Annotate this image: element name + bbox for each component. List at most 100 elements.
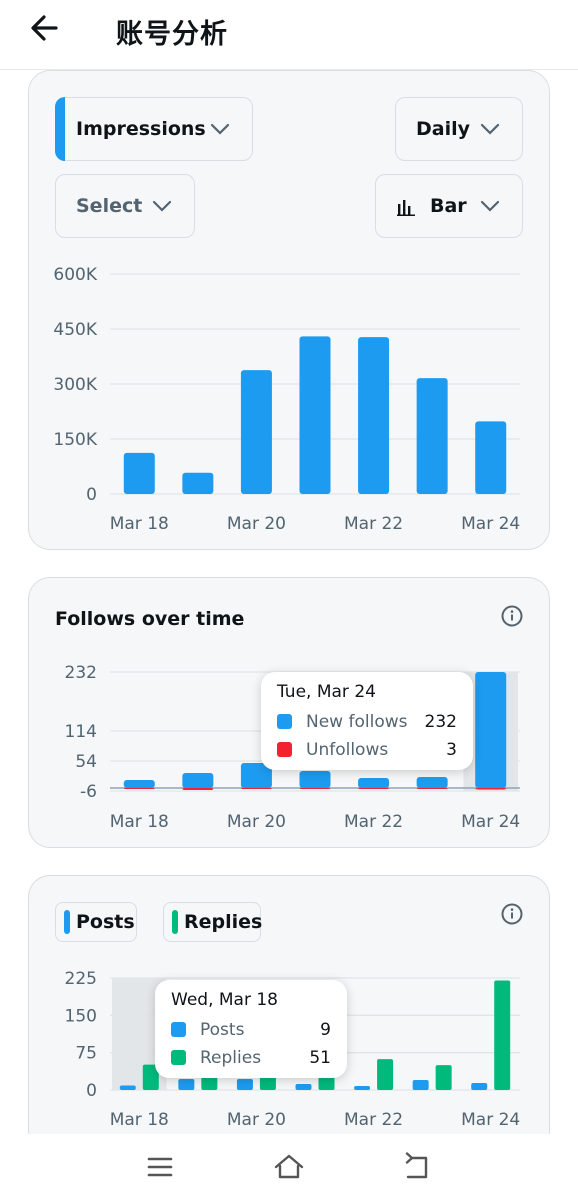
x-tick-label: Mar 20: [227, 812, 286, 832]
posts-tooltip: Wed, Mar 18 Posts 9 Replies 51: [155, 980, 347, 1078]
impressions-chart: 0 150K 300K 450K 600K Mar 18 Mar 20 Mar 22 Mar 2…: [53, 265, 520, 534]
bar-unfollows: [416, 788, 448, 789]
metric-dropdown-label: Impressions: [76, 118, 206, 140]
bar-value: [358, 337, 390, 494]
chevron-down-icon: [480, 200, 500, 212]
follows-card: Follows over time -6 54 114 232 Mar 18 Mar 20…: [28, 577, 550, 848]
y-tick-label: 450K: [53, 320, 97, 340]
x-tick-label: Mar 24: [461, 812, 520, 832]
bar-unfollows: [123, 788, 155, 789]
tooltip-row-unfollows: Unfollows: [277, 740, 457, 760]
period-dropdown[interactable]: Daily: [395, 97, 523, 161]
posts-chip-color: [64, 910, 70, 934]
posts-swatch: [171, 1022, 186, 1037]
bar-value: [123, 452, 155, 494]
select-dropdown-label: Select: [76, 195, 143, 217]
tooltip-label: Posts: [200, 1020, 245, 1040]
bar-unfollows: [475, 788, 507, 790]
bar-new-follows: [416, 777, 448, 788]
new-follows-swatch: [277, 714, 292, 729]
select-dropdown[interactable]: Select: [55, 174, 195, 238]
back-button[interactable]: [26, 10, 66, 46]
bar-new-follows: [123, 780, 155, 788]
metric-accent: [55, 97, 65, 161]
follows-card-title: Follows over time: [55, 608, 245, 630]
bar-unfollows: [358, 788, 390, 789]
y-tick-label: -6: [80, 782, 97, 802]
metric-dropdown[interactable]: Impressions: [55, 97, 253, 161]
tooltip-label: Replies: [200, 1048, 262, 1068]
bar-unfollows: [299, 788, 331, 789]
x-tick-label: Mar 20: [227, 514, 286, 534]
bar-chart-icon: [397, 200, 415, 216]
bar-new-follows: [240, 763, 272, 788]
unfollows-swatch: [277, 742, 292, 757]
x-tick-label: Mar 22: [344, 812, 403, 832]
bar-posts: [412, 1080, 429, 1090]
tooltip-value: 3: [446, 740, 457, 760]
bar-replies: [377, 1059, 394, 1090]
bar-posts: [471, 1083, 488, 1090]
bar-new-follows: [358, 778, 390, 788]
bar-posts: [236, 1079, 253, 1090]
impressions-card: Impressions Daily Select Bar 0 150K 300K 45…: [28, 70, 550, 550]
y-tick-label: 600K: [53, 265, 97, 285]
posts-chip[interactable]: Posts: [55, 902, 137, 942]
y-tick-label: 114: [65, 722, 97, 742]
bar-posts: [178, 1079, 195, 1090]
bar-replies: [494, 980, 511, 1090]
y-tick-label: 0: [86, 485, 97, 505]
tooltip-value: 232: [424, 712, 457, 732]
y-tick-label: 0: [86, 1081, 97, 1101]
replies-swatch: [171, 1050, 186, 1065]
x-tick-label: Mar 22: [344, 514, 403, 534]
bar-unfollows: [240, 788, 272, 789]
y-tick-label: 150K: [53, 430, 97, 450]
y-tick-label: 300K: [53, 375, 97, 395]
bar-new-follows: [182, 773, 214, 788]
info-icon[interactable]: [501, 605, 523, 627]
period-dropdown-label: Daily: [416, 118, 471, 140]
tooltip-row-new-follows: New follows: [277, 712, 457, 732]
page-title: 账号分析: [116, 19, 228, 50]
bar-posts: [295, 1084, 312, 1090]
bar-new-follows: [299, 771, 331, 788]
back-nav-icon[interactable]: [402, 1152, 432, 1182]
x-tick-label: Mar 20: [227, 1110, 286, 1130]
chart-type-dropdown[interactable]: Bar: [375, 174, 523, 238]
tooltip-date: Wed, Mar 18: [171, 990, 278, 1010]
bar-value: [240, 370, 272, 494]
tooltip-value: 9: [320, 1020, 331, 1040]
y-tick-label: 75: [75, 1044, 97, 1064]
x-tick-label: Mar 24: [461, 514, 520, 534]
chevron-down-icon: [480, 123, 500, 135]
replies-chip-label: Replies: [184, 911, 263, 933]
tooltip-label: New follows: [306, 712, 408, 732]
bar-value: [299, 336, 331, 494]
y-tick-label: 225: [65, 969, 97, 989]
bar-value: [416, 378, 448, 494]
bar-value: [475, 421, 507, 494]
tooltip-date: Tue, Mar 24: [277, 682, 376, 702]
info-icon[interactable]: [501, 903, 523, 925]
tooltip-value: 51: [309, 1048, 331, 1068]
bar-value: [182, 472, 214, 494]
chart-type-dropdown-label: Bar: [430, 195, 467, 217]
arrow-left-icon: [31, 15, 58, 41]
tooltip-label: Unfollows: [306, 740, 389, 760]
posts-chip-label: Posts: [76, 911, 135, 933]
chevron-down-icon: [152, 200, 172, 212]
y-tick-label: 232: [65, 663, 97, 683]
posts-replies-card: Posts Replies 0 75 150 225 Mar 18 Mar 20 Mar 2…: [28, 875, 550, 1175]
bar-replies: [142, 1064, 159, 1090]
x-tick-label: Mar 24: [461, 1110, 520, 1130]
replies-chip[interactable]: Replies: [163, 902, 263, 942]
follows-chart: -6 54 114 232 Mar 18 Mar 20 Mar 22 Mar 24: [65, 663, 521, 832]
replies-chip-color: [172, 910, 178, 934]
menu-icon[interactable]: [145, 1152, 175, 1182]
y-tick-label: 150: [65, 1006, 97, 1026]
home-icon[interactable]: [274, 1152, 304, 1182]
y-tick-label: 54: [75, 752, 97, 772]
bar-unfollows: [182, 788, 214, 790]
bar-replies: [435, 1065, 452, 1090]
